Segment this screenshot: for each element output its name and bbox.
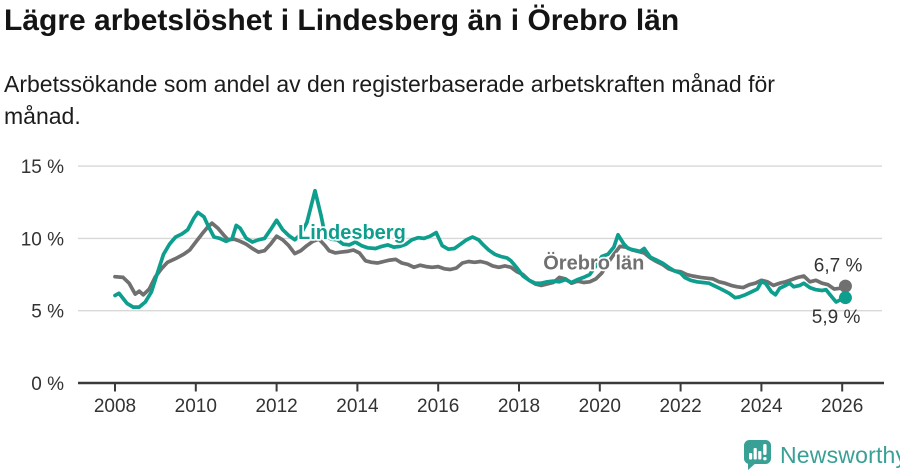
x-tick-label: 2012	[255, 396, 297, 417]
end-dot--rebro-l-n	[838, 279, 852, 293]
value-label: 5,9 %	[812, 307, 861, 328]
x-tick-label: 2022	[659, 396, 701, 417]
chart-subtitle: Arbetssökande som andel av den registerb…	[4, 71, 775, 129]
series-line-lindesberg	[113, 188, 848, 309]
x-tick-label: 2008	[94, 396, 136, 417]
series-line--rebro-l-n	[113, 221, 848, 297]
y-tick-label: 10 %	[21, 229, 64, 250]
end-dot-lindesberg	[838, 291, 852, 305]
x-tick-label: 2024	[740, 396, 783, 417]
y-tick-label: 0 %	[31, 374, 64, 395]
y-tick-label: 15 %	[21, 157, 64, 178]
x-tick-label: 2016	[417, 396, 459, 417]
value-label: 6,7 %	[814, 256, 863, 277]
x-tick-label: 2014	[336, 396, 379, 417]
series-label--rebro-l-n: Örebro län	[543, 251, 644, 274]
chart-title: Lägre arbetslöshet i Lindesberg än i Öre…	[4, 4, 680, 37]
newsworthy-logo-icon	[744, 440, 771, 470]
newsworthy-logo: Newsworthy	[743, 438, 900, 472]
x-tick-label: 2020	[579, 396, 621, 417]
x-tick-label: 2026	[821, 396, 863, 417]
x-tick-label: 2018	[498, 396, 540, 417]
newsworthy-brand-text: Newsworthy	[780, 441, 900, 468]
x-tick-label: 2010	[175, 396, 217, 417]
series-label-lindesberg: Lindesberg	[298, 222, 406, 244]
y-tick-label: 5 %	[31, 302, 64, 323]
